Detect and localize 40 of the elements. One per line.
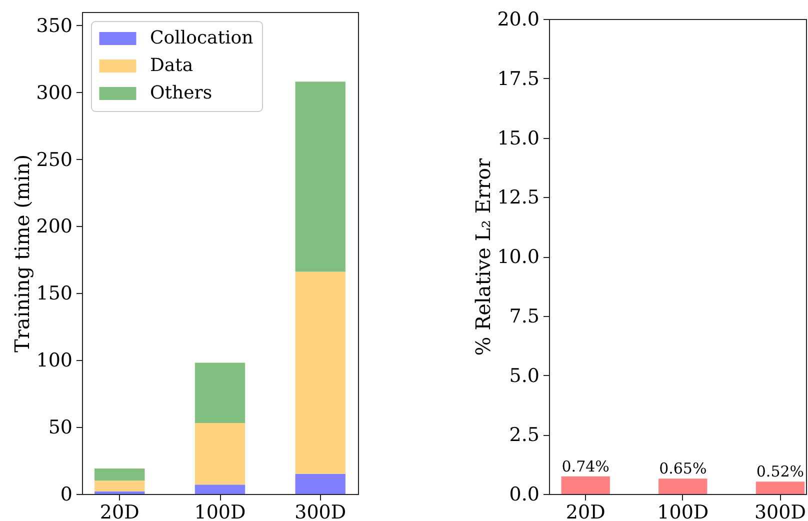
bar bbox=[94, 480, 145, 492]
data-label: 0.52% bbox=[756, 462, 804, 481]
y-tick-label: 2.5 bbox=[509, 424, 540, 446]
y-tick-label: 10.0 bbox=[497, 246, 540, 268]
bar bbox=[295, 272, 346, 474]
bar bbox=[94, 491, 145, 494]
y-tick-label: 20.0 bbox=[497, 8, 540, 30]
y-tick-label: 17.5 bbox=[497, 68, 540, 90]
y-tick-label: 150 bbox=[36, 282, 72, 305]
y-tick-label: 100 bbox=[36, 350, 72, 372]
bar bbox=[194, 362, 246, 424]
y-tick-label: 5.0 bbox=[509, 364, 540, 387]
x-tick-label: 300D bbox=[294, 502, 346, 521]
bar bbox=[194, 484, 246, 494]
x-tick-label: 100D bbox=[194, 502, 246, 521]
x-tick-label: 100D bbox=[657, 502, 709, 521]
bar bbox=[194, 423, 246, 485]
y-axis-title: % Relative L₂ Error bbox=[471, 158, 496, 356]
y-tick-label: 200 bbox=[36, 216, 72, 238]
x-tick-label: 300D bbox=[754, 502, 806, 521]
y-axis-title: Training time (min) bbox=[10, 154, 34, 352]
data-label: 0.74% bbox=[562, 457, 610, 476]
bar bbox=[295, 474, 346, 494]
y-tick-label: 12.5 bbox=[497, 186, 540, 209]
x-tick-label: 20D bbox=[100, 502, 140, 521]
bar bbox=[295, 82, 346, 272]
y-tick-label: 350 bbox=[36, 14, 72, 37]
y-tick-label: 15.0 bbox=[497, 127, 540, 150]
legend-label: Collocation bbox=[150, 28, 254, 48]
bar bbox=[94, 468, 145, 481]
y-tick-label: 0 bbox=[60, 484, 72, 506]
y-tick-label: 7.5 bbox=[509, 305, 540, 328]
y-tick-label: 250 bbox=[36, 148, 72, 171]
y-tick-label: 0.0 bbox=[509, 484, 540, 506]
data-label: 0.65% bbox=[659, 460, 707, 478]
y-tick-label: 300 bbox=[36, 82, 72, 104]
legend-label: Others bbox=[150, 82, 212, 104]
y-tick-label: 50 bbox=[48, 416, 72, 439]
legend-label: Data bbox=[150, 55, 194, 76]
x-tick-label: 20D bbox=[566, 502, 606, 521]
